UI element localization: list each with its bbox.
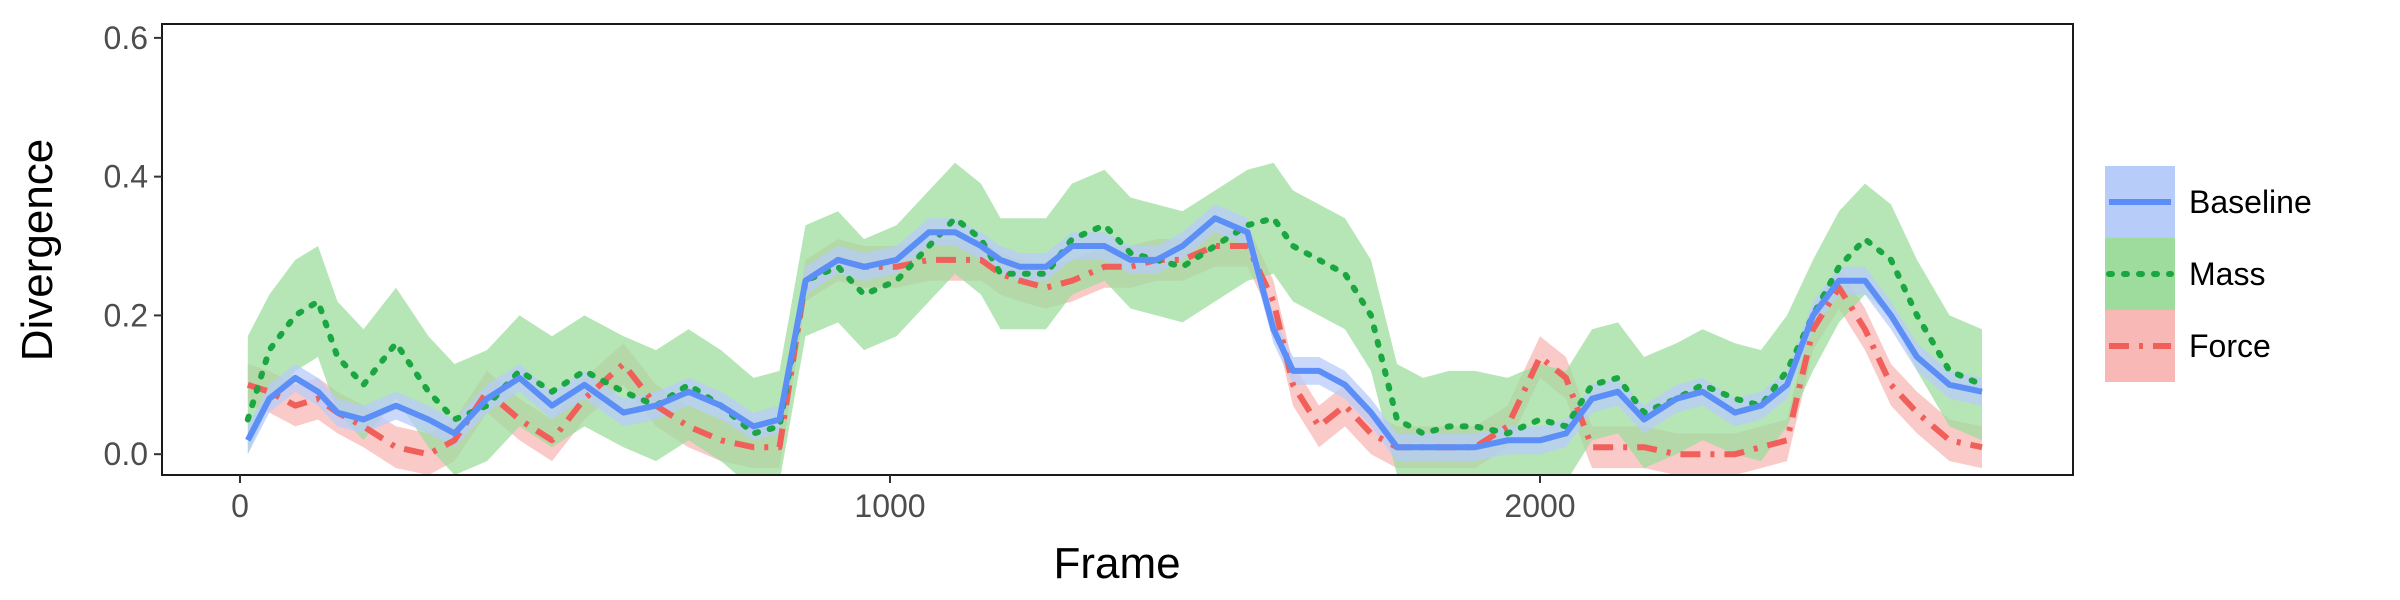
legend: Baseline Mass Force (2105, 166, 2312, 382)
y-tick-label: 0.6 (104, 20, 148, 56)
legend-label: Mass (2189, 256, 2265, 292)
y-tick-label: 0.0 (104, 436, 148, 472)
line-mass (244, 215, 1985, 437)
y-axis: 0.0 0.2 0.4 0.6 (104, 20, 162, 472)
legend-label: Baseline (2189, 184, 2312, 220)
x-tick-label: 2000 (1504, 488, 1575, 524)
x-tick-label: 0 (231, 488, 249, 524)
plot-panel-border (161, 23, 2074, 476)
y-axis-title: Divergence (13, 139, 62, 362)
series-lines (244, 215, 1985, 458)
legend-item-baseline: Baseline (2105, 166, 2312, 238)
x-tick-label: 1000 (854, 488, 925, 524)
legend-item-force: Force (2105, 310, 2271, 382)
legend-label: Force (2189, 328, 2271, 364)
legend-item-mass: Mass (2105, 238, 2265, 310)
x-axis-title: Frame (1053, 539, 1180, 588)
y-tick-label: 0.2 (104, 297, 148, 333)
y-tick-label: 0.4 (104, 159, 148, 195)
line-force (246, 243, 1983, 458)
line-baseline (245, 215, 1983, 451)
x-axis: 0 1000 2000 (231, 475, 1576, 524)
